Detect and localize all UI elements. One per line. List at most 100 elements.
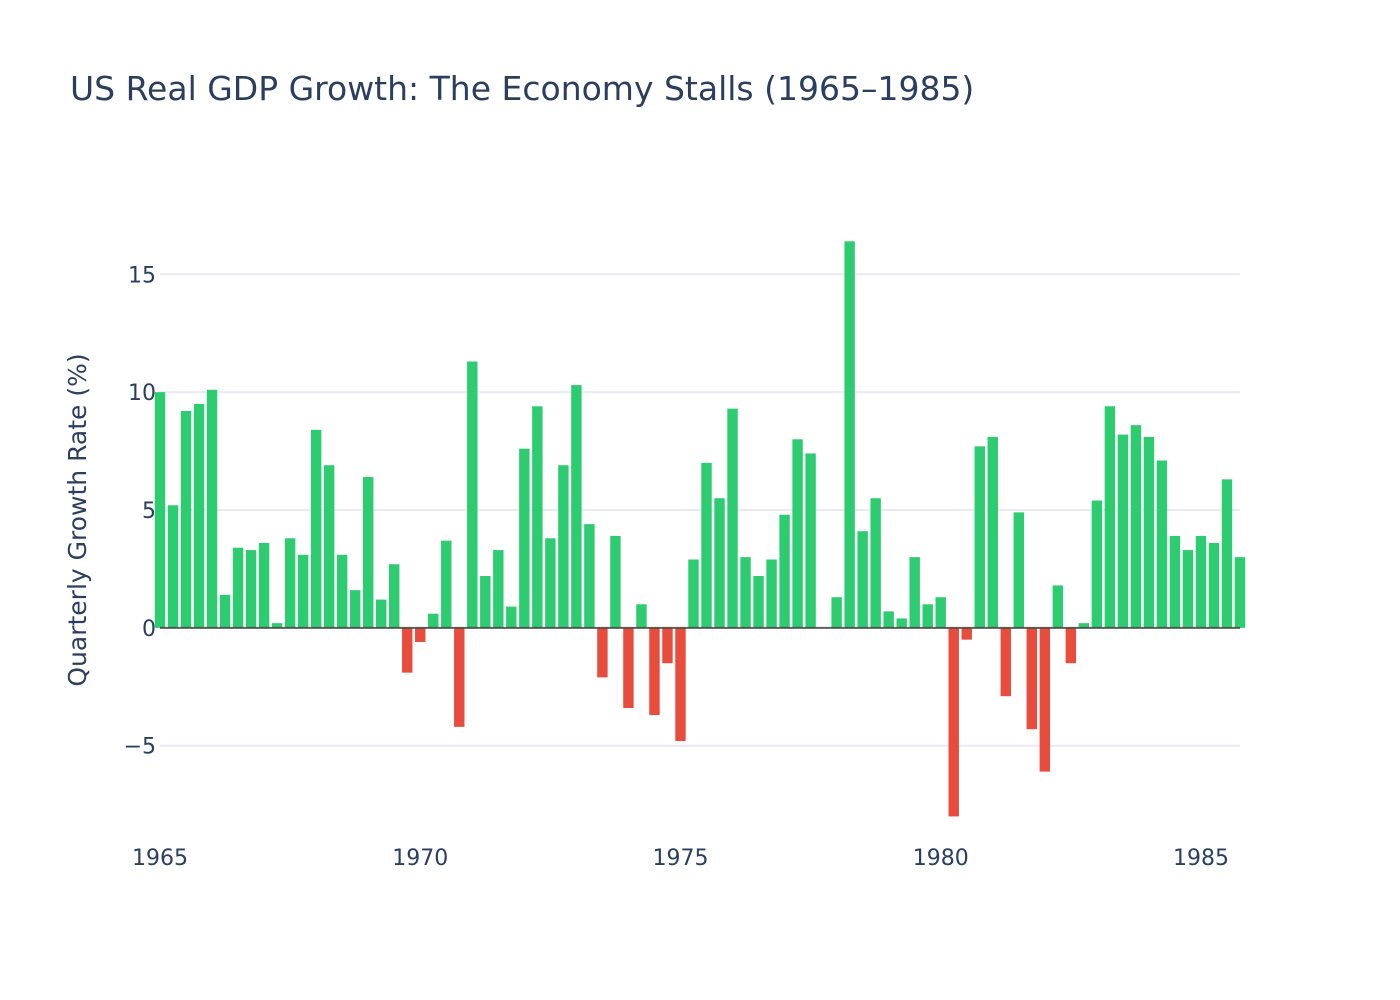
bar-1973-Q3 xyxy=(597,627,608,678)
bar-1966-Q4 xyxy=(245,550,257,628)
bar-1982-Q4 xyxy=(1078,623,1090,628)
bar-1985-Q1 xyxy=(1195,535,1207,628)
bar-1970-Q4 xyxy=(454,627,465,727)
bar-1975-Q3 xyxy=(701,462,712,628)
bar-1972-Q1 xyxy=(519,448,530,628)
bar-1979-Q2 xyxy=(896,618,907,628)
bar-1980-Q3 xyxy=(961,627,972,640)
bar-1978-Q1 xyxy=(831,597,842,628)
bar-1969-Q4 xyxy=(402,627,413,673)
bar-1983-Q4 xyxy=(1130,425,1142,628)
bar-1983-Q1 xyxy=(1091,500,1103,628)
bar-1982-Q2 xyxy=(1052,585,1064,628)
bar-1972-Q2 xyxy=(532,406,543,628)
bar-1971-Q3 xyxy=(493,550,504,628)
bar-1985-Q4 xyxy=(1234,557,1246,628)
bar-1970-Q2 xyxy=(428,613,439,628)
bar-1977-Q2 xyxy=(792,439,803,628)
bar-1975-Q2 xyxy=(688,559,699,628)
bar-1974-Q1 xyxy=(623,627,634,708)
bar-1985-Q3 xyxy=(1221,479,1233,628)
bar-1976-Q2 xyxy=(740,557,751,628)
bar-1970-Q3 xyxy=(441,540,452,628)
x-tick-label: 1970 xyxy=(392,846,448,871)
y-gridlines xyxy=(160,273,1240,747)
y-tick-label: 15 xyxy=(128,263,156,288)
bar-1967-Q4 xyxy=(297,554,309,628)
bar-1979-Q3 xyxy=(909,557,920,628)
bar-1966-Q1 xyxy=(206,389,218,628)
bar-1981-Q4 xyxy=(1026,627,1038,730)
bar-1967-Q2 xyxy=(271,623,283,628)
bar-1965-Q1 xyxy=(154,392,166,628)
bar-1979-Q1 xyxy=(883,611,894,628)
bar-1978-Q3 xyxy=(857,531,868,628)
bar-1980-Q2 xyxy=(948,627,959,817)
x-tick-label: 1980 xyxy=(913,846,969,871)
x-tick-label: 1985 xyxy=(1173,846,1229,871)
bar-1969-Q1 xyxy=(362,477,374,628)
bar-1980-Q1 xyxy=(935,597,946,628)
bar-1981-Q1 xyxy=(987,436,998,628)
bar-1974-Q3 xyxy=(649,627,660,716)
bar-1970-Q1 xyxy=(415,627,426,642)
bar-1967-Q1 xyxy=(258,543,270,628)
bar-1974-Q4 xyxy=(662,627,673,664)
bar-1982-Q3 xyxy=(1065,627,1077,664)
x-tick-label: 1965 xyxy=(132,846,188,871)
bar-1972-Q4 xyxy=(558,465,569,628)
bar-1971-Q4 xyxy=(506,606,517,628)
bar-1978-Q2 xyxy=(844,241,855,628)
bar-1974-Q2 xyxy=(636,604,647,628)
bar-1965-Q2 xyxy=(167,505,179,628)
bar-1984-Q4 xyxy=(1182,550,1194,628)
x-axis-ticks: 1965 1970 1975 1980 1985 xyxy=(132,846,1229,871)
bar-1973-Q4 xyxy=(610,535,621,628)
bar-1983-Q3 xyxy=(1117,434,1129,628)
y-axis-ticks: −5 0 5 10 15 xyxy=(124,263,156,759)
bar-1981-Q2 xyxy=(1000,627,1011,697)
bar-1971-Q1 xyxy=(467,361,478,628)
bar-1983-Q2 xyxy=(1104,406,1116,628)
bar-1984-Q1 xyxy=(1143,436,1155,628)
bar-1977-Q1 xyxy=(779,514,790,628)
bar-1984-Q2 xyxy=(1156,460,1168,628)
bar-1978-Q4 xyxy=(870,498,881,628)
chart-title: US Real GDP Growth: The Economy Stalls (… xyxy=(70,69,974,108)
bar-1973-Q2 xyxy=(584,524,595,628)
bar-1976-Q1 xyxy=(727,408,738,628)
bar-1965-Q4 xyxy=(193,403,205,628)
bar-1969-Q3 xyxy=(389,564,400,628)
bar-1977-Q3 xyxy=(805,453,816,628)
bar-1969-Q2 xyxy=(376,599,387,628)
bar-1968-Q3 xyxy=(336,554,348,628)
bar-1984-Q3 xyxy=(1169,535,1181,628)
y-axis-title: Quarterly Growth Rate (%) xyxy=(63,353,92,686)
bar-1975-Q1 xyxy=(675,627,686,741)
bar-1966-Q2 xyxy=(219,594,231,628)
y-tick-label: −5 xyxy=(124,735,156,760)
y-tick-label: 10 xyxy=(128,381,156,406)
bar-1973-Q1 xyxy=(571,385,582,628)
bar-1968-Q4 xyxy=(349,590,361,628)
bar-1980-Q4 xyxy=(974,446,985,628)
bar-1971-Q2 xyxy=(480,576,491,628)
bar-1976-Q3 xyxy=(753,576,764,628)
bar-1981-Q3 xyxy=(1013,512,1024,628)
y-tick-label: 0 xyxy=(142,617,156,642)
bar-1965-Q3 xyxy=(180,411,192,628)
bar-series xyxy=(154,241,1246,817)
bar-1968-Q1 xyxy=(310,429,322,628)
bar-1985-Q2 xyxy=(1208,543,1220,628)
y-tick-label: 5 xyxy=(142,499,156,524)
x-tick-label: 1975 xyxy=(652,846,708,871)
bar-1966-Q3 xyxy=(232,547,244,628)
bar-1979-Q4 xyxy=(922,604,933,628)
bar-1976-Q4 xyxy=(766,559,777,628)
bar-1968-Q2 xyxy=(323,465,335,628)
bar-1975-Q4 xyxy=(714,498,725,628)
bar-1972-Q3 xyxy=(545,538,556,628)
bar-1982-Q1 xyxy=(1039,627,1051,772)
bar-1967-Q3 xyxy=(284,538,296,628)
